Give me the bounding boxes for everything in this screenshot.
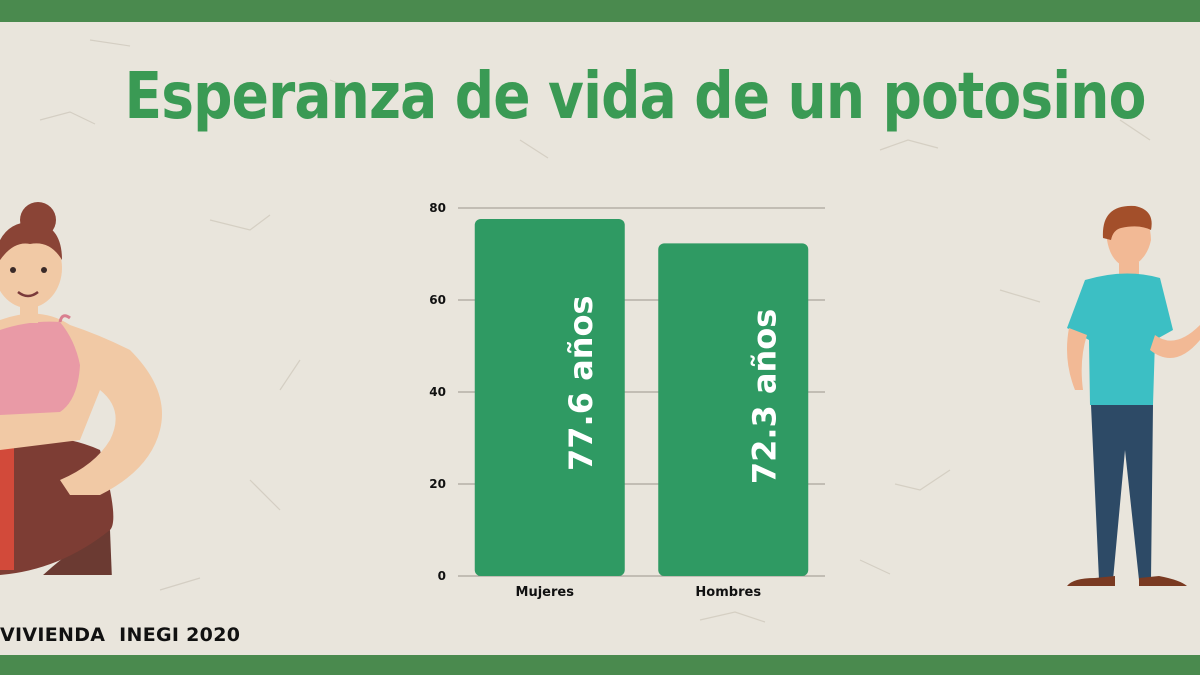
y-tick-label: 20	[429, 477, 446, 491]
y-tick-label: 80	[429, 201, 446, 215]
y-axis-ticks: 0 20 40 60 80	[429, 201, 446, 583]
y-tick-label: 0	[438, 569, 446, 583]
top-band	[0, 0, 1200, 22]
bottom-band	[0, 655, 1200, 675]
y-tick-label: 60	[429, 293, 446, 307]
x-tick-label: Hombres	[695, 585, 761, 600]
life-expectancy-bar-chart: 0 20 40 60 80 77.6 años 72.3 años Mujeres Homb…	[429, 201, 825, 600]
man-illustration	[1067, 205, 1200, 586]
woman-illustration	[0, 202, 162, 575]
x-axis-labels: Mujeres Hombres	[516, 585, 762, 600]
page-title: Esperanza de vida de un potosino	[124, 60, 1146, 134]
y-tick-label: 40	[429, 385, 446, 399]
source-note: VIVIENDA INEGI 2020	[0, 624, 241, 646]
data-label: 72.3 años	[745, 309, 783, 485]
bar-mujeres	[474, 219, 625, 576]
data-label: 77.6 años	[562, 295, 600, 471]
x-tick-label: Mujeres	[516, 585, 575, 600]
bar-hombres	[658, 243, 809, 577]
bars: 77.6 años 72.3 años	[474, 219, 809, 577]
